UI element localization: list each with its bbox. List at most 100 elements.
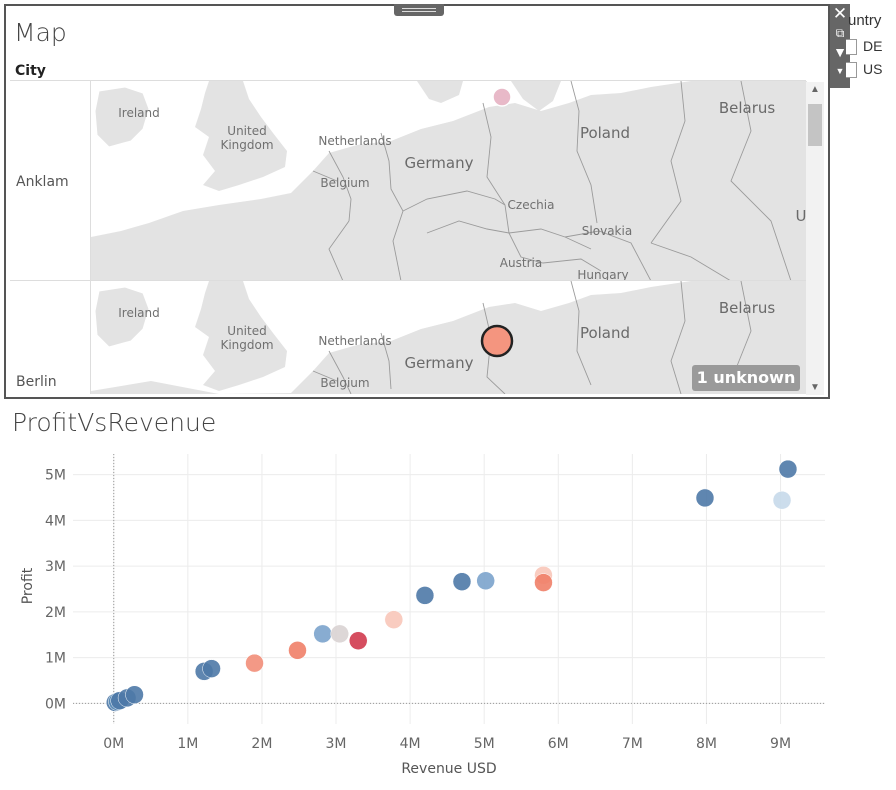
continent-landmass bbox=[91, 81, 807, 281]
country-borders bbox=[312, 81, 792, 281]
data-point[interactable] bbox=[778, 459, 798, 479]
country-filter-label: DE bbox=[863, 38, 883, 54]
y-tick-label: 3M bbox=[45, 559, 66, 575]
data-point[interactable] bbox=[202, 659, 221, 678]
map-canvas[interactable]: Ireland United Kingdom Netherlands Belgi… bbox=[91, 81, 807, 281]
label-uk: United bbox=[227, 124, 266, 138]
checkbox[interactable] bbox=[846, 39, 857, 56]
map-panel[interactable]: Ireland United Kingdom Netherlands Belgi… bbox=[90, 81, 807, 281]
label-uk: United bbox=[227, 324, 266, 338]
label-ireland: Ireland bbox=[118, 306, 160, 320]
data-point[interactable] bbox=[288, 641, 307, 660]
x-axis-ticks: 0M 1M 2M 3M 4M 5M 6M 7M 8M 9M bbox=[103, 736, 791, 752]
scrollbar-thumb[interactable] bbox=[808, 104, 822, 146]
zero-lines bbox=[73, 454, 825, 724]
country-borders bbox=[312, 281, 752, 394]
caret-up-icon[interactable]: ▲ bbox=[810, 84, 820, 95]
drag-handle[interactable] bbox=[394, 4, 444, 16]
y-axis-ticks: 0M 1M 2M 3M 4M 5M bbox=[45, 468, 66, 713]
y-tick-label: 0M bbox=[45, 696, 66, 712]
label-germany: Germany bbox=[405, 154, 474, 172]
caret-down-icon[interactable]: ▼ bbox=[810, 382, 820, 393]
map-canvas[interactable]: Ireland United Kingdom Netherlands Belgi… bbox=[91, 281, 807, 394]
y-axis-label: Profit bbox=[20, 567, 36, 604]
row-label-city: Anklam bbox=[16, 174, 69, 190]
x-axis-label: Revenue USD bbox=[401, 761, 496, 777]
map-marker-anklam[interactable] bbox=[492, 87, 512, 107]
country-filter-label: US bbox=[863, 61, 883, 77]
data-point[interactable] bbox=[384, 610, 404, 629]
label-netherlands: Netherlands bbox=[318, 134, 391, 148]
x-tick-label: 9M bbox=[770, 736, 791, 752]
x-tick-label: 5M bbox=[474, 736, 495, 752]
checkbox[interactable] bbox=[846, 62, 857, 79]
unknown-locations-badge[interactable]: 1 unknown bbox=[692, 365, 800, 391]
y-tick-label: 1M bbox=[45, 651, 66, 667]
y-tick-label: 5M bbox=[45, 468, 66, 484]
label-belarus: Belarus bbox=[719, 99, 776, 117]
x-tick-label: 8M bbox=[696, 736, 717, 752]
x-tick-label: 4M bbox=[400, 736, 421, 752]
caret-down-icon[interactable]: ▼ bbox=[835, 66, 845, 76]
row-label-city: Berlin bbox=[16, 374, 57, 390]
scatter-chart[interactable]: 0M 1M 2M 3M 4M 5M 6M 7M 8M 9M 0M 1M 2M 3M 4M 5M Revenu… bbox=[0, 400, 896, 790]
worksheet-toolbar: ✕ ⧉ ▼ ▼ bbox=[830, 4, 850, 88]
ireland-landmass bbox=[94, 86, 150, 148]
data-point[interactable] bbox=[348, 631, 368, 650]
x-tick-label: 6M bbox=[548, 736, 569, 752]
sweden-landmass bbox=[511, 81, 561, 111]
scandinavia-landmass bbox=[417, 81, 463, 103]
data-point[interactable] bbox=[245, 653, 264, 673]
data-point[interactable] bbox=[534, 573, 553, 592]
data-point[interactable] bbox=[476, 571, 495, 591]
data-point[interactable] bbox=[125, 685, 144, 704]
data-point[interactable] bbox=[695, 488, 715, 508]
data-point[interactable] bbox=[330, 624, 349, 644]
country-filter-title: untry bbox=[848, 12, 882, 29]
country-filter-item[interactable]: US bbox=[846, 61, 883, 79]
label-czechia: Czechia bbox=[508, 198, 555, 212]
x-tick-label: 7M bbox=[622, 736, 643, 752]
data-point[interactable] bbox=[415, 586, 435, 605]
ireland-landmass bbox=[94, 286, 150, 348]
x-tick-label: 2M bbox=[251, 736, 272, 752]
filter-icon[interactable]: ▼ bbox=[833, 44, 847, 60]
y-tick-label: 4M bbox=[45, 513, 66, 529]
map-vertical-scrollbar[interactable]: ▲ ▼ bbox=[806, 82, 824, 395]
map-row-anklam: Anklam bbox=[10, 80, 807, 281]
label-poland: Poland bbox=[580, 124, 630, 142]
label-poland: Poland bbox=[580, 324, 630, 342]
map-panel[interactable]: Ireland United Kingdom Netherlands Belgi… bbox=[90, 281, 807, 394]
data-point[interactable] bbox=[772, 490, 792, 510]
label-slovakia: Slovakia bbox=[582, 224, 632, 238]
x-tick-label: 0M bbox=[103, 736, 124, 752]
y-tick-label: 2M bbox=[45, 605, 66, 621]
label-belgium: Belgium bbox=[320, 376, 369, 390]
label-belgium: Belgium bbox=[320, 176, 369, 190]
data-point[interactable] bbox=[313, 624, 332, 644]
x-tick-label: 3M bbox=[326, 736, 347, 752]
close-icon[interactable]: ✕ bbox=[832, 4, 848, 23]
map-worksheet[interactable]: Map City Anklam bbox=[4, 4, 830, 399]
label-hungary: Hungary bbox=[577, 268, 628, 281]
data-point[interactable] bbox=[452, 572, 472, 591]
label-germany: Germany bbox=[405, 354, 474, 372]
great-britain-landmass bbox=[195, 81, 287, 191]
continent-landmass bbox=[91, 281, 807, 394]
label-austria: Austria bbox=[500, 256, 542, 270]
label-belarus: Belarus bbox=[719, 299, 776, 317]
data-points bbox=[105, 459, 798, 712]
chart-title: ProfitVsRevenue bbox=[12, 408, 217, 437]
map-row-berlin: Berlin Ireland United bbox=[10, 280, 807, 396]
x-tick-label: 1M bbox=[177, 736, 198, 752]
label-ukraine: U bbox=[796, 207, 807, 225]
label-ireland: Ireland bbox=[118, 106, 160, 120]
city-column-header[interactable]: City bbox=[15, 63, 46, 79]
country-filter-item[interactable]: DE bbox=[846, 38, 883, 56]
map-title: Map bbox=[14, 18, 67, 47]
great-britain-landmass bbox=[195, 281, 287, 391]
label-netherlands: Netherlands bbox=[318, 334, 391, 348]
label-uk-2: Kingdom bbox=[220, 138, 273, 152]
map-marker-berlin[interactable] bbox=[480, 324, 514, 358]
popout-icon[interactable]: ⧉ bbox=[835, 26, 845, 40]
